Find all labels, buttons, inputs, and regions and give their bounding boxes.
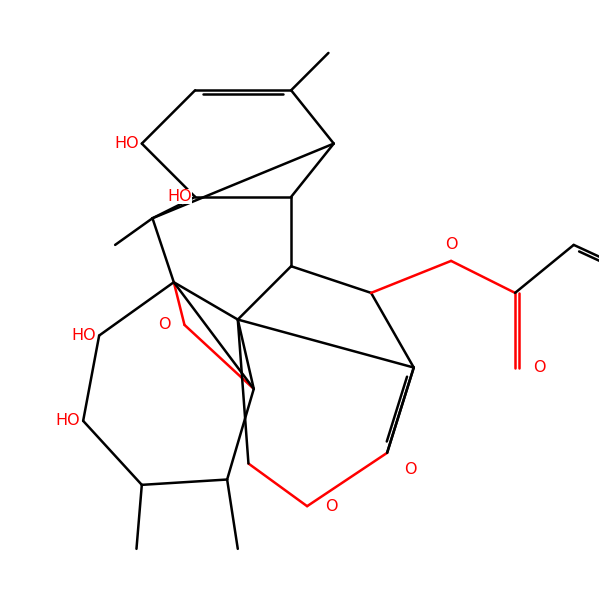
Text: HO: HO <box>71 328 97 343</box>
Text: O: O <box>404 463 416 478</box>
Text: HO: HO <box>56 413 80 428</box>
Text: O: O <box>445 238 457 253</box>
Text: HO: HO <box>115 136 139 151</box>
Text: O: O <box>325 499 338 514</box>
Text: HO: HO <box>167 190 192 205</box>
Text: O: O <box>158 317 170 332</box>
Text: O: O <box>533 360 546 375</box>
